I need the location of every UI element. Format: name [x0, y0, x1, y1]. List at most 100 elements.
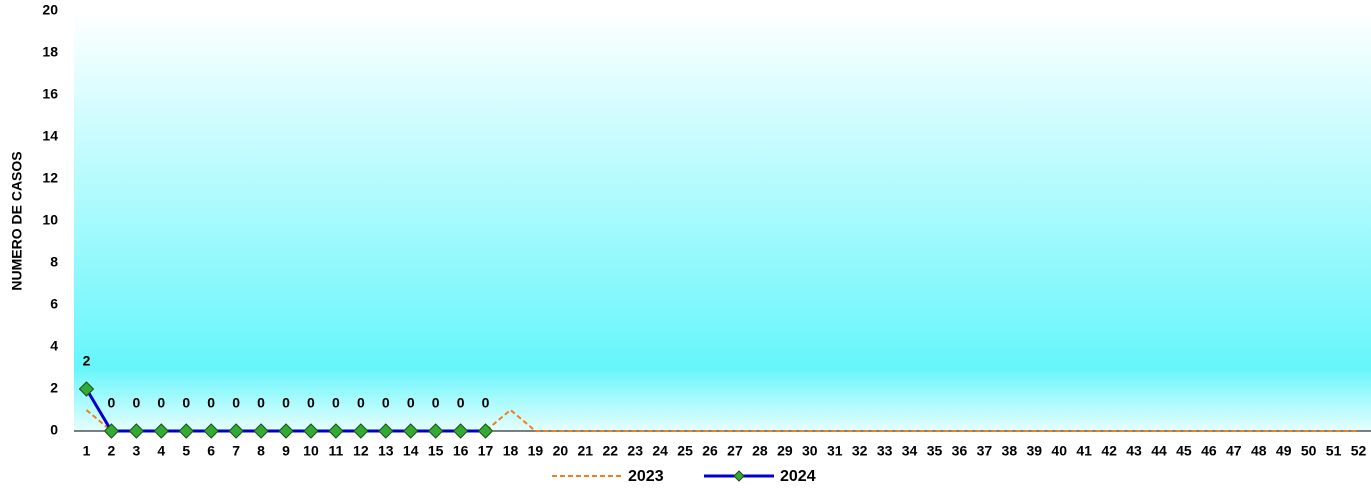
data-label: 0	[432, 395, 440, 411]
x-tick-label: 12	[353, 443, 369, 459]
legend-label: 2023	[628, 468, 664, 485]
data-label: 0	[182, 395, 190, 411]
x-tick-label: 22	[602, 443, 618, 459]
x-tick-label: 29	[777, 443, 793, 459]
x-tick-label: 49	[1276, 443, 1292, 459]
data-label: 0	[332, 395, 340, 411]
marker	[103, 423, 120, 439]
marker	[128, 423, 145, 439]
marker	[452, 423, 469, 439]
y-tick-label: 2	[50, 380, 58, 396]
x-tick-label: 45	[1176, 443, 1192, 459]
x-tick-label: 4	[157, 443, 165, 459]
marker	[378, 423, 394, 439]
data-label: 0	[257, 395, 265, 411]
x-tick-label: 41	[1076, 443, 1092, 459]
data-label: 0	[207, 395, 215, 411]
marker	[178, 423, 194, 439]
y-tick-label: 10	[42, 212, 58, 228]
marker	[203, 423, 219, 439]
x-tick-label: 1	[83, 443, 91, 459]
x-tick-label: 32	[852, 443, 868, 459]
x-tick-label: 16	[453, 443, 469, 459]
data-label: 0	[382, 395, 390, 411]
x-tick-label: 47	[1226, 443, 1242, 459]
data-label: 0	[457, 395, 465, 411]
marker	[228, 423, 244, 439]
x-tick-label: 14	[403, 443, 419, 459]
x-tick-label: 24	[652, 443, 668, 459]
y-tick-label: 6	[50, 296, 58, 312]
x-tick-label: 40	[1051, 443, 1067, 459]
x-tick-label: 26	[702, 443, 718, 459]
x-tick-label: 35	[927, 443, 943, 459]
marker	[303, 423, 319, 439]
x-tick-label: 15	[428, 443, 444, 459]
x-tick-label: 10	[303, 443, 319, 459]
data-label: 2	[83, 353, 91, 369]
x-tick-label: 51	[1326, 443, 1342, 459]
x-tick-label: 52	[1351, 443, 1367, 459]
y-tick-label: 14	[42, 128, 58, 144]
x-tick-label: 48	[1251, 443, 1267, 459]
y-tick-label: 0	[50, 422, 58, 438]
x-tick-label: 9	[282, 443, 290, 459]
legend-marker	[733, 470, 745, 482]
marker	[353, 423, 369, 439]
x-tick-label: 3	[132, 443, 140, 459]
y-tick-label: 12	[42, 170, 58, 186]
x-tick-label: 5	[182, 443, 190, 459]
x-tick-label: 17	[478, 443, 494, 459]
data-label: 0	[407, 395, 415, 411]
marker	[403, 423, 419, 439]
y-tick-label: 4	[50, 338, 58, 354]
x-tick-label: 8	[257, 443, 265, 459]
y-tick-label: 8	[50, 254, 58, 270]
y-axis-title: NUMERO DE CASOS	[9, 151, 25, 290]
marker	[427, 423, 444, 439]
y-tick-label: 16	[42, 86, 58, 102]
x-tick-label: 43	[1126, 443, 1142, 459]
x-tick-label: 18	[503, 443, 519, 459]
plot-area	[74, 11, 1371, 431]
marker	[78, 381, 95, 397]
x-tick-label: 38	[1002, 443, 1018, 459]
data-label: 0	[357, 395, 365, 411]
x-tick-label: 7	[232, 443, 240, 459]
x-tick-label: 21	[578, 443, 594, 459]
x-tick-label: 13	[378, 443, 394, 459]
x-tick-label: 23	[627, 443, 643, 459]
x-tick-label: 27	[727, 443, 743, 459]
marker	[477, 423, 494, 439]
data-label: 0	[282, 395, 290, 411]
data-label: 0	[157, 395, 165, 411]
marker	[153, 423, 170, 439]
x-tick-label: 36	[952, 443, 968, 459]
y-tick-label: 20	[42, 2, 58, 18]
x-tick-label: 46	[1201, 443, 1217, 459]
x-tick-label: 2	[108, 443, 116, 459]
x-tick-label: 33	[877, 443, 893, 459]
x-tick-label: 37	[977, 443, 993, 459]
data-label: 0	[232, 395, 240, 411]
data-label: 0	[482, 395, 490, 411]
marker	[328, 423, 344, 439]
x-tick-label: 39	[1026, 443, 1042, 459]
data-label: 0	[108, 395, 116, 411]
marker	[253, 423, 269, 439]
data-label: 0	[132, 395, 140, 411]
x-tick-label: 20	[553, 443, 569, 459]
x-tick-label: 11	[328, 443, 343, 459]
x-tick-label: 25	[677, 443, 693, 459]
x-tick-label: 6	[207, 443, 215, 459]
x-tick-label: 42	[1101, 443, 1117, 459]
x-tick-label: 50	[1301, 443, 1317, 459]
x-tick-label: 30	[802, 443, 818, 459]
x-tick-label: 19	[528, 443, 544, 459]
x-tick-label: 34	[902, 443, 918, 459]
data-label: 0	[307, 395, 315, 411]
y-tick-label: 18	[42, 44, 58, 60]
x-tick-label: 44	[1151, 443, 1167, 459]
x-tick-label: 28	[752, 443, 768, 459]
